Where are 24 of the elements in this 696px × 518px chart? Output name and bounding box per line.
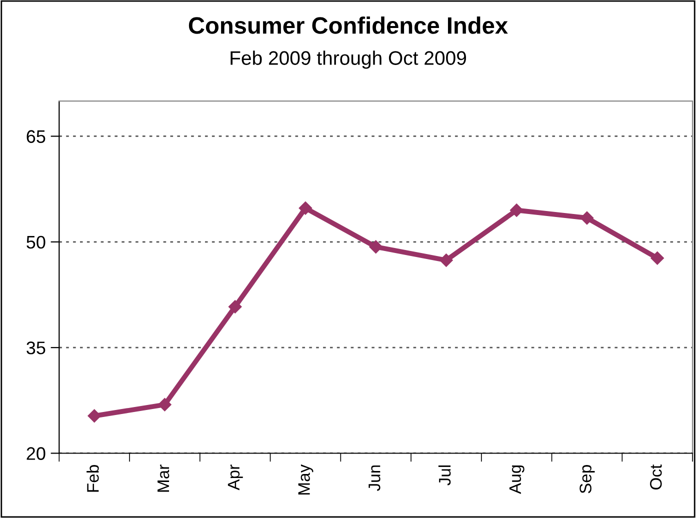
x-tick-label: Oct	[650, 464, 662, 490]
x-tick-label: May	[298, 464, 314, 494]
y-tick-label: 35	[26, 342, 46, 354]
x-tick-label: Jun	[368, 465, 380, 491]
point	[298, 202, 312, 215]
point	[158, 398, 172, 412]
x-tick-label: Mar	[158, 464, 170, 492]
x-tick-label: Aug	[509, 465, 524, 494]
x-tick-label: Sep	[580, 465, 595, 494]
point	[369, 240, 382, 254]
chart-subtitle: Feb 2009 through Oct 2009	[230, 50, 466, 69]
point	[650, 252, 664, 265]
x-tick-label: Jul	[438, 465, 451, 486]
point	[580, 211, 594, 225]
y-tick-label: 20	[26, 447, 46, 460]
x-tick-label: Feb	[86, 465, 99, 492]
x-tick-label: Apr	[228, 464, 243, 490]
y-tick-label: 65	[26, 130, 46, 143]
point	[228, 300, 242, 314]
point	[510, 204, 524, 217]
chart-title: Consumer Confidence Index	[188, 16, 508, 34]
point	[440, 254, 453, 267]
y-tick-label: 50	[26, 236, 46, 249]
point	[88, 409, 101, 422]
